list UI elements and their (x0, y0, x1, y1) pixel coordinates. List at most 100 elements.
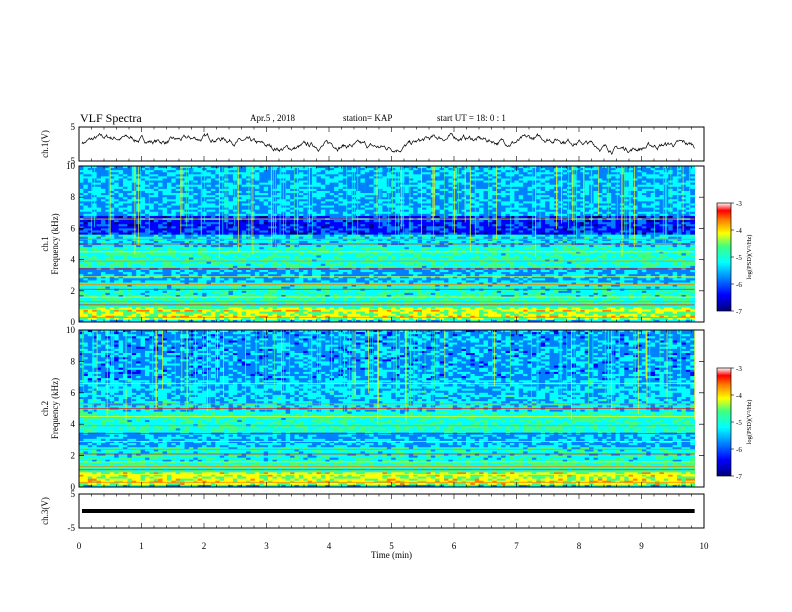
spectrogram-cell (166, 184, 172, 188)
spectrogram-cell (404, 176, 410, 179)
spectrogram-cell (158, 168, 163, 171)
spectrogram-cell (118, 184, 124, 188)
spectrogram-cell (540, 172, 546, 175)
spectrogram-cell (303, 188, 309, 192)
spectrogram-cell (87, 170, 93, 173)
spectrogram-cell (166, 166, 172, 169)
spectrogram-cell (351, 180, 357, 184)
spectrogram-cell (413, 168, 418, 171)
spectrogram-cell (690, 176, 696, 179)
spectrogram-cell (435, 178, 440, 181)
spectrogram-cell (641, 178, 647, 181)
spectrogram-cell (562, 186, 568, 190)
spectrogram-cell (597, 180, 603, 184)
spectrogram-cell (206, 172, 212, 175)
spectrogram-cell (268, 172, 273, 175)
spectrogram-cell (83, 184, 89, 188)
spectrogram-cell (584, 174, 590, 177)
date-label: Apr.5 , 2018 (250, 113, 295, 123)
spectrogram-cell (131, 178, 137, 181)
spectrogram-cell (549, 178, 555, 181)
spectrogram-cell (615, 188, 621, 192)
spectrogram-cell (382, 170, 388, 173)
spectrogram-cell (100, 186, 106, 190)
spectrogram-cell (320, 184, 326, 188)
spectrogram-cell (575, 180, 581, 184)
spectrogram-cell (109, 188, 115, 192)
spectrogram-cell (241, 178, 247, 181)
spectrogram-cell (320, 178, 326, 181)
spectrogram-cell (338, 190, 344, 194)
spectrogram-cell (360, 172, 366, 175)
spectrogram-cell (166, 180, 172, 184)
spectrogram-cell (303, 180, 309, 184)
spectrogram-cell (342, 170, 348, 173)
spectrogram-cell (334, 182, 339, 186)
spectrogram-cell (180, 180, 185, 184)
spectrogram-cell (175, 174, 181, 177)
spectrogram-cell (549, 174, 555, 177)
spectrogram-cell (413, 188, 418, 192)
spectrogram-cell (452, 168, 458, 171)
spectrogram-cell (285, 174, 291, 177)
ch1-waveform-line (81, 132, 695, 155)
spectrogram-cell (303, 172, 309, 175)
spectrogram-cell (558, 186, 564, 190)
spectrogram-cell (487, 182, 493, 186)
spectrogram-cell (461, 178, 467, 181)
spectrogram-cell (215, 170, 221, 173)
spectrogram-cell (109, 176, 115, 179)
spectrogram-cell (580, 172, 586, 175)
spectrogram-cell (303, 176, 309, 179)
spectrogram-cell (404, 184, 410, 188)
spectrogram-cell (206, 188, 212, 192)
spectrogram-cell (443, 176, 449, 179)
spectrogram-cell (496, 166, 502, 169)
spectrogram-cell (96, 188, 102, 192)
spectrogram-cell (131, 190, 137, 194)
spectrogram-cell (417, 168, 423, 171)
spectrogram-cell (501, 182, 506, 186)
spectrogram-cell (241, 166, 247, 169)
spectrogram-cell (342, 180, 348, 184)
spectrogram-cell (536, 178, 542, 181)
spectrogram-cell (479, 186, 484, 190)
spectrogram-cell (404, 178, 410, 181)
spectrogram-cell (439, 176, 445, 179)
spectrogram-cell (241, 182, 247, 186)
spectrogram-cell (540, 186, 546, 190)
spectrogram-cell (263, 176, 269, 179)
spectrogram-cell (386, 180, 392, 184)
spectrogram-cell (193, 172, 199, 175)
spectrogram-cell (360, 170, 366, 173)
spectrogram-cell (100, 172, 106, 175)
spectrogram-cell (421, 174, 427, 177)
spectrogram-cell (210, 166, 216, 169)
spectrogram-cell (276, 172, 282, 175)
spectrogram-cell (575, 188, 581, 192)
spectrogram-cell (127, 174, 133, 177)
spectrogram-cell (492, 176, 498, 179)
spectrogram-cell (254, 178, 260, 181)
spectrogram-cell (237, 178, 243, 181)
spectrogram-cell (479, 170, 484, 173)
spectrogram-cell (180, 172, 185, 175)
spectrogram-cell (633, 178, 638, 181)
spectrogram-cell (215, 172, 221, 175)
spectrogram-cell (329, 176, 335, 179)
spectrogram-cell (386, 186, 392, 190)
spectrogram-cell (162, 178, 168, 181)
spectrogram-cell (624, 184, 630, 188)
spectrogram-cell (272, 182, 278, 186)
spectrogram-cell (690, 184, 696, 188)
spectrogram-cell (105, 182, 111, 186)
spectrogram-cell (294, 186, 300, 190)
spectrogram-cell (650, 166, 656, 169)
spectrogram-cell (501, 178, 506, 181)
spectrogram-cell (87, 172, 93, 175)
spectrogram-cell (615, 174, 621, 177)
spectrogram-cell (83, 166, 89, 169)
spectrogram-cell (312, 176, 317, 179)
spectrogram-cell (439, 180, 445, 184)
spectrogram-cell (531, 166, 537, 169)
